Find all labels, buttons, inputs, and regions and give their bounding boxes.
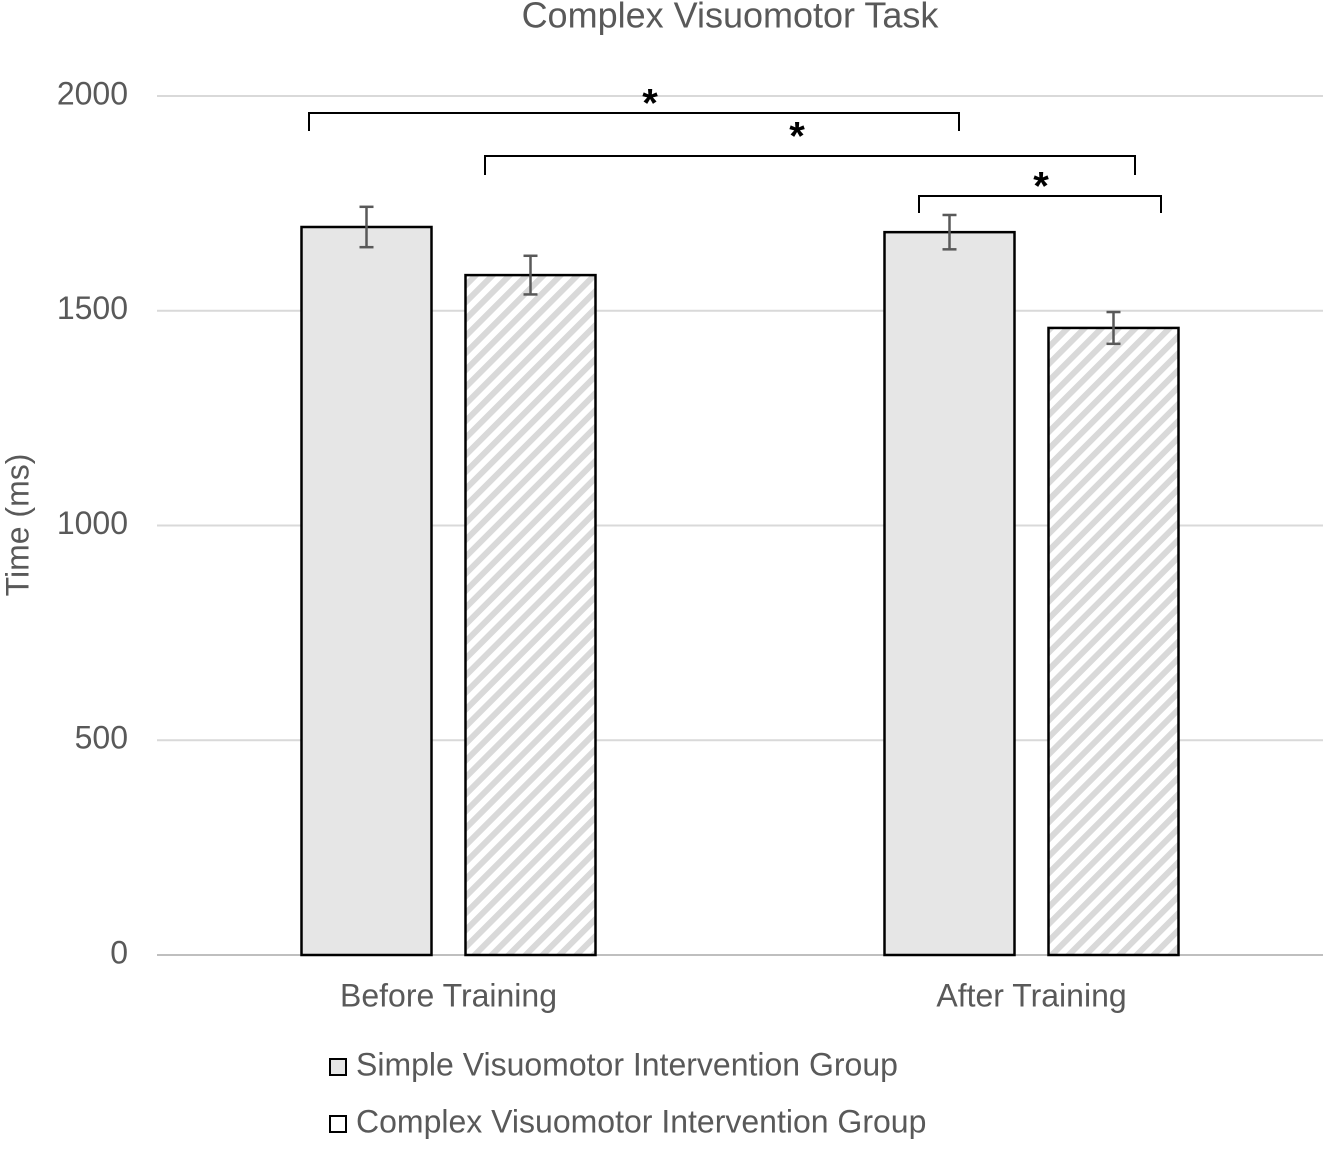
y-tick-label: 500 xyxy=(75,720,128,756)
error-bar xyxy=(359,205,374,249)
significance-label: * xyxy=(1033,165,1049,209)
y-axis-label: Time (ms) xyxy=(0,454,35,597)
bar xyxy=(883,230,1016,957)
legend-label: Complex Visuomotor Intervention Group xyxy=(356,1103,926,1139)
x-tick-label: After Training xyxy=(936,977,1126,1013)
legend-swatch xyxy=(329,1058,347,1076)
significance-label: * xyxy=(642,82,658,126)
x-tick-label: Before Training xyxy=(340,977,557,1013)
y-tick-label: 0 xyxy=(110,934,128,970)
bar xyxy=(464,273,597,957)
y-tick-label: 1500 xyxy=(57,290,128,326)
significance-bracket xyxy=(308,112,960,131)
error-bar xyxy=(523,254,538,296)
legend-label: Simple Visuomotor Intervention Group xyxy=(356,1046,898,1082)
error-bar xyxy=(1106,310,1121,346)
chart-title: Complex Visuomotor Task xyxy=(522,0,940,36)
bar xyxy=(300,225,433,957)
significance-bracket xyxy=(484,155,1136,175)
y-tick-label: 2000 xyxy=(57,75,128,111)
legend-swatch xyxy=(329,1115,347,1133)
error-bar xyxy=(942,213,957,251)
bar xyxy=(1047,326,1180,957)
significance-label: * xyxy=(789,115,805,159)
significance-bracket xyxy=(918,195,1162,213)
y-tick-label: 1000 xyxy=(57,505,128,541)
